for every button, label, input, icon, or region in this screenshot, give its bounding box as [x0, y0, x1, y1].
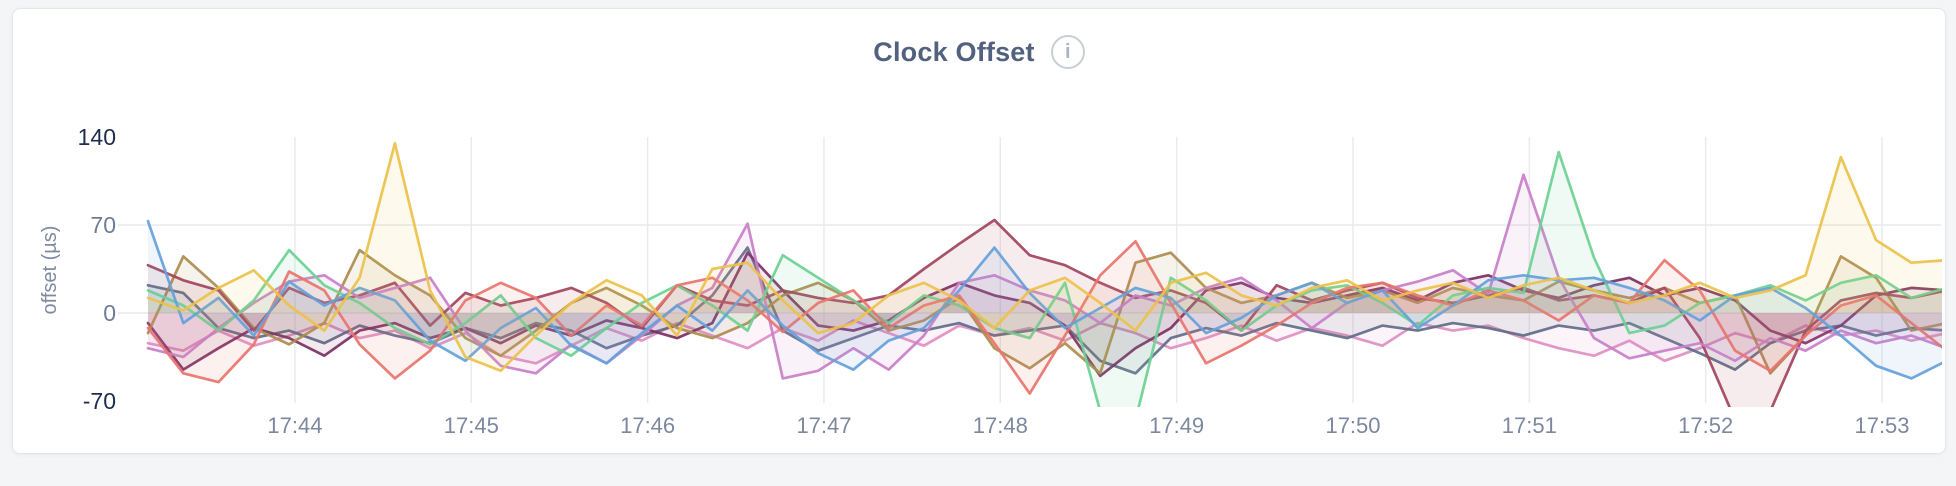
clock-offset-chart-card: Clock Offset i — [12, 8, 1946, 454]
chart-plot-area[interactable] — [153, 104, 1953, 444]
info-icon[interactable]: i — [1050, 35, 1085, 69]
chart-title: Clock Offset — [873, 36, 1035, 67]
chart-header: Clock Offset i — [13, 35, 1945, 69]
info-icon-glyph: i — [1064, 40, 1071, 63]
